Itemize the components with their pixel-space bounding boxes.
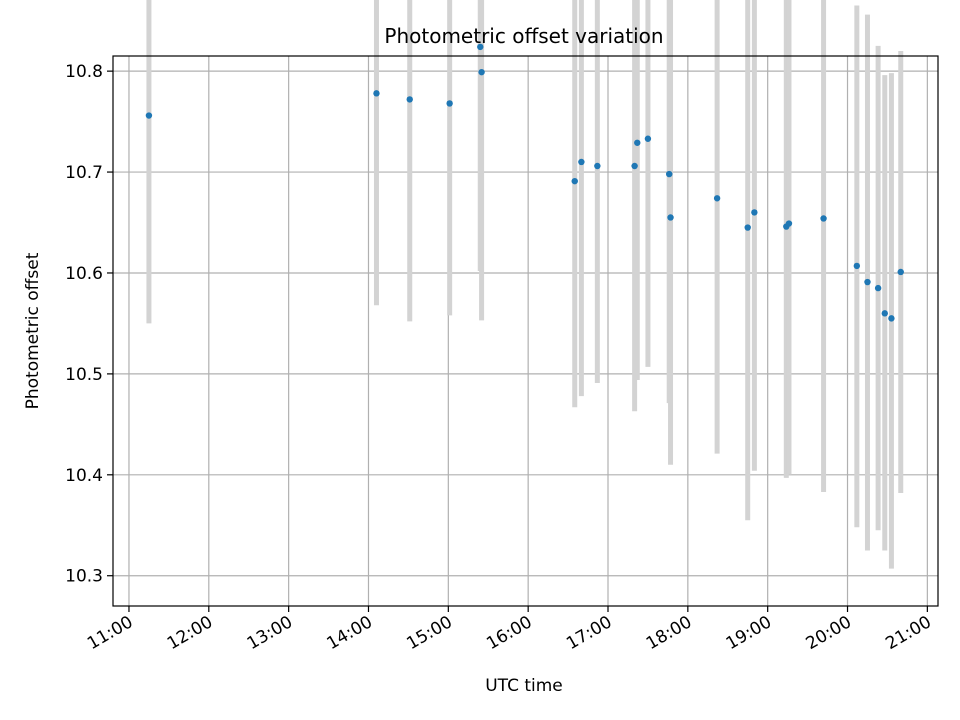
data-point bbox=[897, 268, 904, 276]
chart-title: Photometric offset variation bbox=[384, 24, 663, 48]
data-point bbox=[406, 96, 413, 103]
data-point bbox=[477, 43, 484, 51]
data-point bbox=[881, 310, 888, 317]
data-point bbox=[888, 315, 895, 322]
y-tick-label: 10.3 bbox=[65, 567, 103, 587]
data-point bbox=[571, 177, 578, 185]
data-point bbox=[478, 68, 485, 76]
data-point bbox=[853, 262, 861, 270]
data-point bbox=[874, 284, 882, 292]
data-point bbox=[594, 162, 601, 170]
y-tick-label: 10.5 bbox=[65, 365, 103, 385]
data-point bbox=[644, 135, 652, 142]
data-point bbox=[446, 100, 453, 107]
y-axis-title: Photometric offset bbox=[23, 252, 43, 409]
data-point bbox=[634, 139, 641, 146]
grid-lines bbox=[113, 56, 938, 606]
data-point bbox=[666, 170, 673, 178]
data-points bbox=[145, 43, 904, 322]
data-point bbox=[373, 90, 380, 97]
data-point bbox=[145, 112, 153, 119]
y-tick-label: 10.6 bbox=[65, 264, 103, 284]
data-point bbox=[820, 215, 827, 222]
data-point bbox=[751, 209, 758, 216]
x-axis-title: UTC time bbox=[485, 676, 563, 696]
data-point bbox=[578, 158, 585, 166]
y-tick-label: 10.8 bbox=[65, 62, 103, 82]
data-point bbox=[744, 224, 751, 231]
data-point bbox=[713, 195, 721, 202]
data-point bbox=[785, 220, 793, 227]
data-point bbox=[667, 214, 674, 221]
data-point bbox=[631, 162, 638, 170]
plot-frame bbox=[112, 55, 939, 607]
y-tick-label: 10.7 bbox=[65, 163, 103, 183]
y-tick-label: 10.4 bbox=[65, 466, 103, 486]
data-point bbox=[864, 278, 871, 286]
